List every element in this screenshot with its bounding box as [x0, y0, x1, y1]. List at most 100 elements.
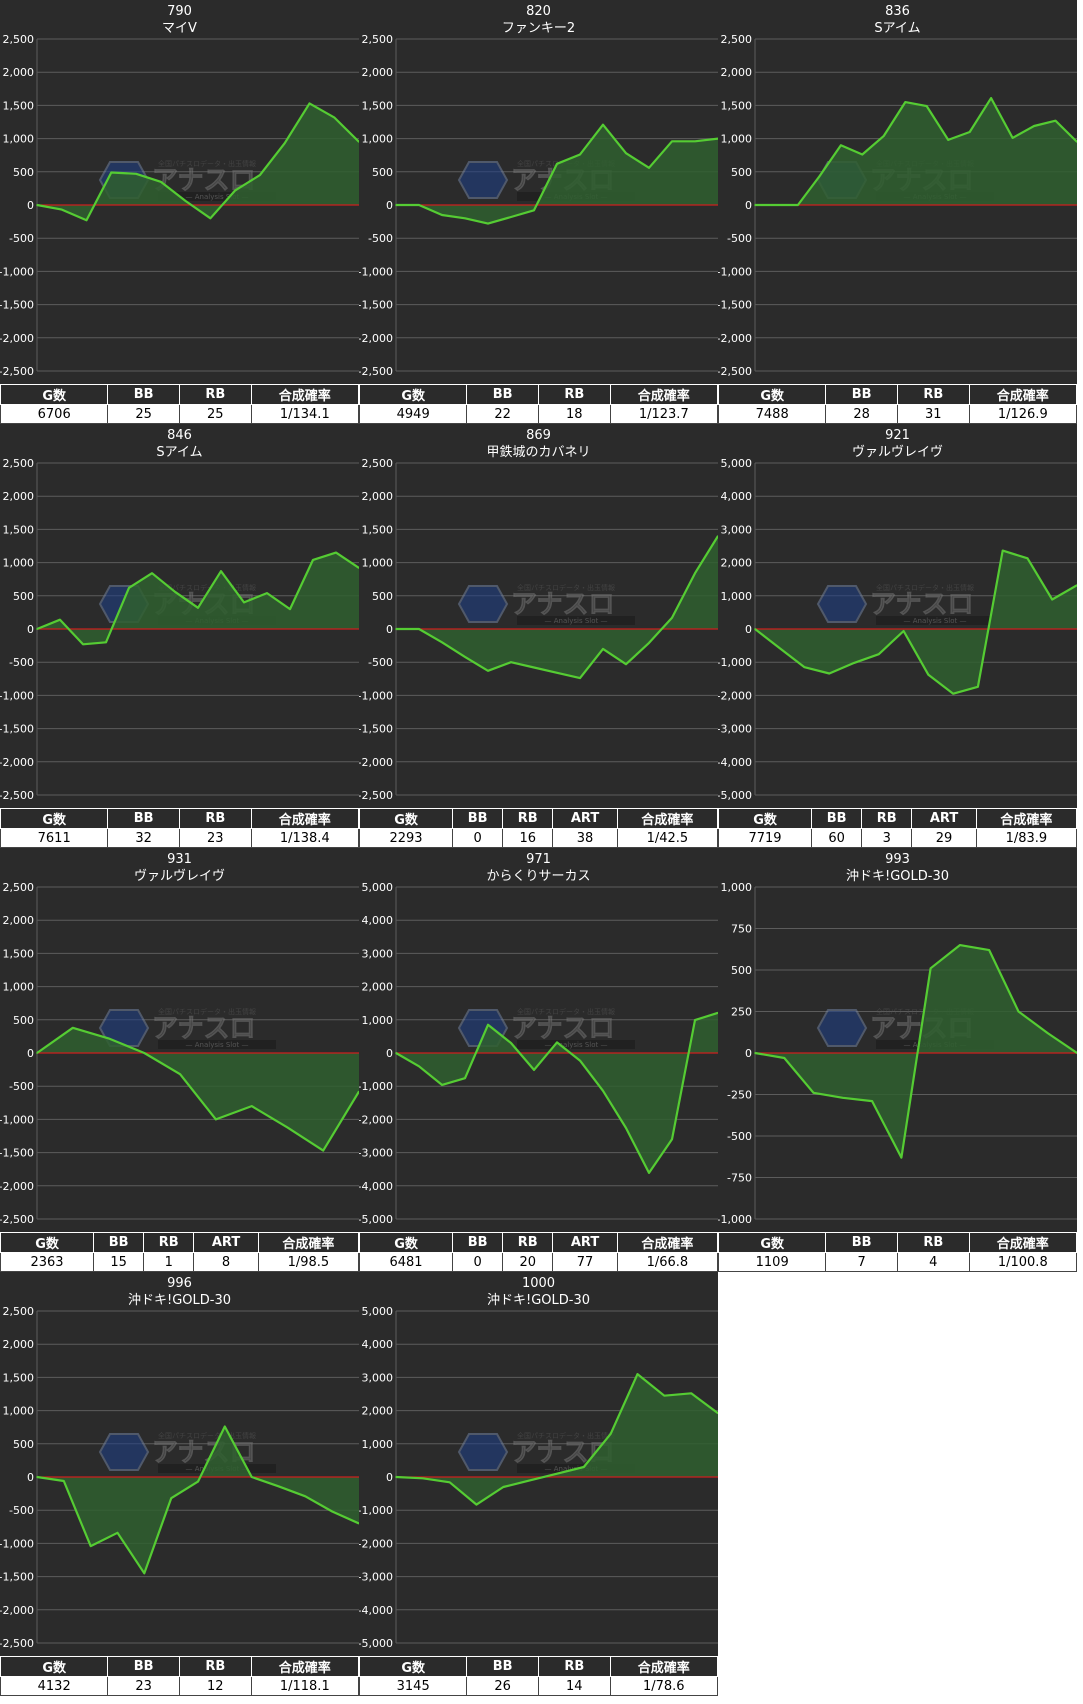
stats-value-row: 4949 22 18 1/123.7 — [358, 404, 719, 424]
stats-value-cell: 1/78.6 — [609, 1676, 719, 1696]
data-point — [754, 204, 756, 206]
y-tick-label: 2,000 — [362, 1405, 394, 1418]
y-tick-label: -2,000 — [718, 332, 752, 345]
y-tick-label: -2,000 — [0, 756, 34, 769]
y-tick-label: 2,000 — [3, 914, 35, 927]
y-tick-label: 1,000 — [3, 1405, 35, 1418]
stats-header-cell: BB — [466, 384, 539, 405]
stats-header-cell: 合成確率 — [250, 1656, 360, 1677]
data-point — [556, 163, 558, 165]
stats-value-cell: 1/126.9 — [968, 404, 1078, 424]
data-point — [308, 102, 311, 105]
stats-value-cell: 60 — [811, 828, 863, 848]
y-tick-label: -5,000 — [718, 789, 752, 802]
y-tick-label: 1,000 — [3, 557, 35, 570]
y-tick-label: -1,500 — [0, 299, 34, 312]
stats-value-cell: 12 — [178, 1676, 252, 1696]
stats-header-cell: RB — [178, 808, 252, 829]
data-point — [448, 1481, 451, 1484]
stats-value-cell: 14 — [537, 1676, 611, 1696]
stats-header-cell: BB — [107, 1656, 180, 1677]
stats-value-cell: 1/118.1 — [250, 1676, 360, 1696]
machine-panel: 1,0007505002500-250-500-750-1,000アナスロ全国パ… — [717, 848, 1078, 1272]
y-tick-label: 500 — [731, 964, 752, 977]
y-tick-label: 500 — [372, 166, 393, 179]
data-point — [990, 97, 992, 99]
data-point — [579, 1059, 581, 1062]
y-tick-label: 750 — [731, 923, 752, 936]
watermark-subtitle: — Analysis Slot — — [545, 617, 608, 625]
line-chart: 2,500 2,000 1,500 1,000 500 0 -500 -1,000 -1,500… — [0, 1305, 359, 1650]
stats-value-cell: 29 — [911, 828, 977, 848]
stats-header-cell: G数 — [0, 808, 109, 829]
data-point — [625, 663, 627, 665]
stats-header-cell: RB — [502, 1232, 554, 1253]
stats-value-cell: 25 — [107, 404, 180, 424]
stats-value-cell: 15 — [93, 1252, 145, 1272]
y-tick-label: 250 — [731, 1006, 752, 1019]
line-chart: 2,500 2,000 1,500 1,000 500 0 -500 -1,000 -1,500… — [0, 33, 359, 378]
stats-header-cell: 合成確率 — [968, 384, 1078, 405]
data-point — [487, 222, 489, 225]
stats-header-cell: 合成確率 — [257, 1232, 360, 1253]
y-tick-label: -5,000 — [359, 1213, 393, 1226]
y-tick-label: -2,000 — [359, 332, 393, 345]
data-point — [128, 587, 130, 589]
data-point — [556, 672, 558, 674]
machine-name: ヴァルヴレイヴ — [851, 445, 943, 460]
data-point — [116, 1531, 119, 1534]
stats-header-cell: G数 — [358, 1232, 454, 1253]
data-point — [1033, 125, 1035, 127]
data-point — [170, 1497, 172, 1500]
watermark-subtitle: — Analysis Slot — — [186, 1041, 249, 1049]
y-tick-label: 5,000 — [362, 1305, 394, 1318]
machine-panel: 2,500 2,000 1,500 1,000 500 0 -500 -1,000 -1,500… — [717, 0, 1078, 424]
data-point — [925, 105, 928, 107]
stats-value-cell: 23 — [107, 1676, 180, 1696]
y-tick-label: 2,000 — [362, 981, 394, 994]
y-tick-label: 0 — [745, 623, 752, 636]
stats-header-cell: G数 — [358, 808, 454, 829]
data-point — [878, 653, 880, 656]
stats-header-cell: 合成確率 — [616, 808, 719, 829]
watermark-text: アナスロ — [152, 1014, 255, 1044]
y-tick-label: 1,000 — [721, 881, 753, 894]
data-point — [224, 1425, 226, 1428]
y-tick-label: 1,000 — [3, 133, 35, 146]
y-tick-label: -1,000 — [718, 1213, 752, 1226]
y-tick-label: 0 — [27, 199, 34, 212]
machine-panel: 2,500 2,000 1,500 1,000 500 0 -500 -1,000 -1,500… — [358, 0, 719, 424]
y-tick-label: -1,000 — [0, 1113, 34, 1126]
data-point — [556, 1472, 558, 1475]
data-point — [1011, 137, 1014, 139]
stats-header-row: G数 BB RB 合成確率 — [717, 384, 1078, 405]
y-tick-label: -500 — [9, 232, 34, 245]
watermark-tagline: 全国パチスロデータ・出玉情報 — [876, 583, 974, 592]
data-point — [900, 1156, 903, 1159]
stats-header-cell: RB — [178, 1656, 252, 1677]
data-point — [358, 1522, 359, 1525]
stats-header-cell: G数 — [717, 808, 813, 829]
stats-header-cell: RB — [502, 808, 554, 829]
data-point — [184, 200, 187, 202]
y-tick-label: 2,500 — [721, 33, 753, 46]
machine-panel: 5,000 4,000 3,000 2,000 1,000 0 -1,000 -2,000 -3… — [358, 1272, 719, 1696]
y-tick-label: 1,500 — [721, 99, 753, 112]
stats-value-row: 7488 28 31 1/126.9 — [717, 404, 1078, 424]
stats-value-cell: 1/138.4 — [250, 828, 360, 848]
hex-logo-icon — [457, 585, 509, 623]
y-tick-label: 4,000 — [721, 490, 753, 503]
data-point — [754, 628, 756, 630]
data-point — [1051, 598, 1054, 601]
stats-header-cell: RB — [143, 1232, 195, 1253]
y-tick-label: 2,000 — [362, 66, 394, 79]
data-point — [105, 641, 107, 644]
stats-header-row: G数 BB RB ART 合成確率 — [358, 1232, 719, 1253]
stats-value-cell: 1/83.9 — [975, 828, 1078, 848]
stats-value-cell: 31 — [896, 404, 970, 424]
machine-name: 甲鉄城のカバネリ — [486, 445, 591, 460]
machine-name: ファンキー2 — [501, 21, 576, 36]
y-tick-label: 5,000 — [721, 457, 753, 470]
y-tick-label: 2,000 — [3, 1338, 35, 1351]
data-point — [335, 551, 337, 554]
